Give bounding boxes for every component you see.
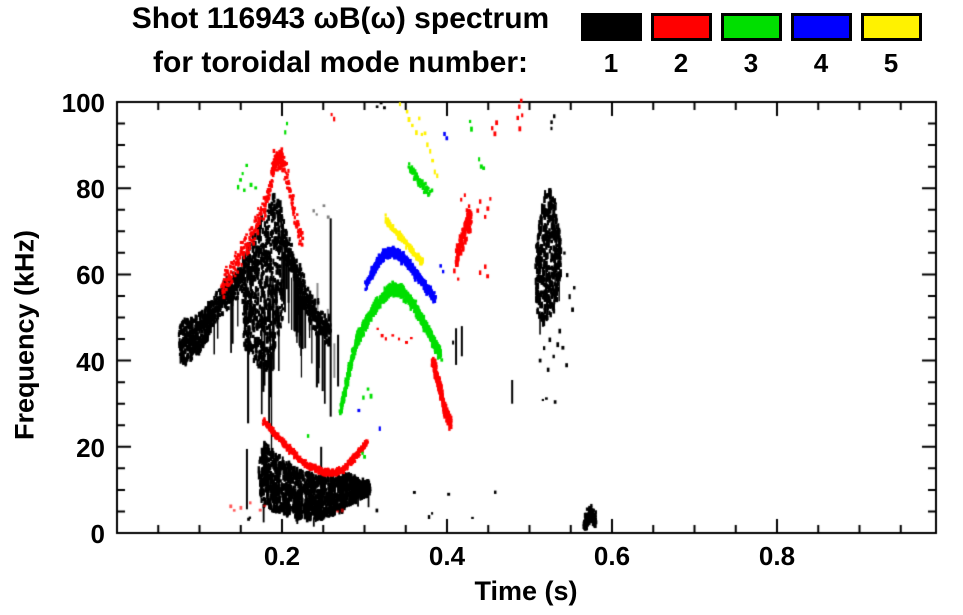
y-tick-label-100: 100	[61, 88, 105, 118]
legend-label-2: 2	[673, 48, 689, 78]
legend-swatch-2	[650, 13, 712, 41]
legend-label-4: 4	[813, 48, 829, 78]
x-tick-label-0.2: 0.2	[263, 541, 301, 571]
y-tick-label-80: 80	[76, 174, 105, 205]
legend-swatch-4	[790, 13, 852, 41]
legend-label-5: 5	[883, 48, 899, 78]
legend-item-4: 4	[786, 13, 856, 76]
x-axis-title: Time (s)	[474, 576, 578, 606]
legend-item-5: 5	[856, 13, 926, 76]
legend-swatch-5	[860, 13, 922, 41]
chart-title-line1: Shot 116943 ωB(ω) spectrum	[131, 2, 550, 35]
x-tick-label-0.8: 0.8	[758, 541, 796, 571]
chart-title-line2: for toroidal mode number:	[153, 46, 528, 79]
legend-label-3: 3	[743, 48, 759, 78]
legend-item-1: 1	[576, 13, 646, 76]
x-tick-label-0.6: 0.6	[593, 541, 631, 571]
y-tick-label-40: 40	[76, 346, 105, 377]
legend: 1 2 3 4 5	[576, 13, 926, 76]
y-tick-label-0: 0	[90, 519, 105, 549]
y-tick-label-20: 20	[76, 432, 105, 463]
legend-swatch-1	[580, 13, 642, 41]
legend-label-1: 1	[603, 48, 619, 78]
legend-item-3: 3	[716, 13, 786, 76]
legend-swatch-3	[720, 13, 782, 41]
x-tick-label-0.4: 0.4	[428, 541, 466, 571]
y-tick-label-60: 60	[76, 260, 105, 291]
legend-item-2: 2	[646, 13, 716, 76]
